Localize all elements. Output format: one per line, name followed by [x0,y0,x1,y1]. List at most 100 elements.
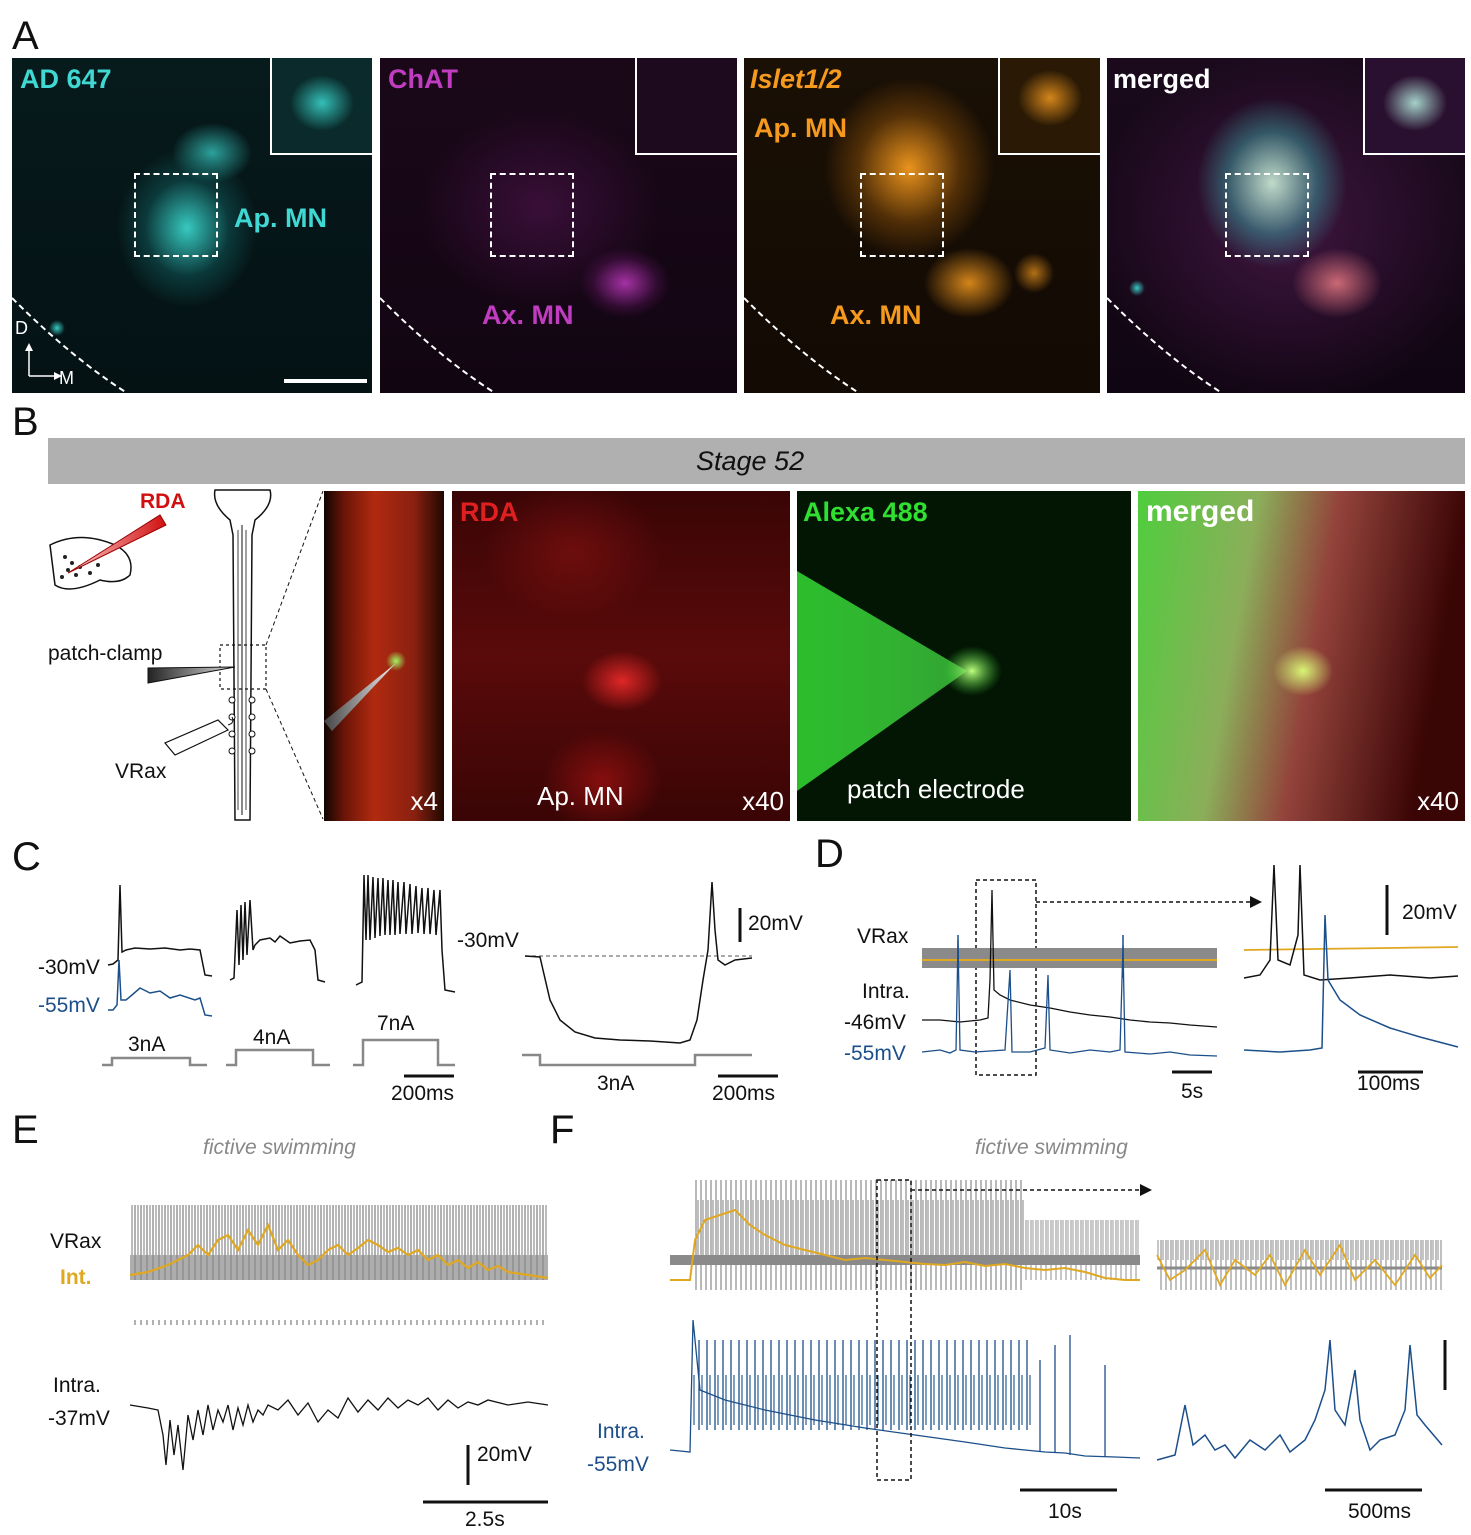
trace-7na [355,874,456,993]
e-vrax-label: VRax [50,1230,102,1253]
channel-label: Islet1/2 [750,64,842,94]
cell-label: Ap. MN [234,203,327,233]
f-int-zoom [1156,1243,1443,1287]
rda-label: RDA [140,490,186,513]
panel-d-traces [921,864,1459,1076]
patch-clamp-label: patch-clamp [48,642,163,665]
f-intra-baseline [669,1319,1141,1459]
f-intra-zoom [1156,1339,1443,1461]
c-right-v-label: -30mV [457,929,519,952]
inset-chat [635,58,737,155]
channel-label: merged [1113,64,1211,94]
c-v1-label: -30mV [38,956,100,979]
axis-d-label: D [15,318,28,338]
c-scale-time: 200ms [391,1082,455,1105]
cell-label: Ax. MN [482,300,574,330]
c-scale-v: 20mV [748,912,803,935]
panel-letter-f: F [550,1108,575,1152]
f-vrax-band [695,1180,1025,1310]
e-title: fictive swimming [203,1136,356,1159]
micrograph-rda: RDA Ap. MN x40 [452,491,790,821]
d-v1-label: -46mV [844,1011,906,1034]
micrograph-islet: Islet1/2 Ap. MN Ax. MN [744,58,1100,393]
c-current-3: 7nA [377,1012,415,1035]
e-v-label: -37mV [48,1407,110,1430]
f-intra-label: Intra. [597,1420,645,1443]
step-4na [226,1048,330,1067]
e-scale-v: 20mV [477,1443,532,1466]
micrograph-merged-a: merged [1107,58,1465,393]
roi-box [490,173,574,257]
inset-merged [1363,58,1465,155]
e-intra-trace [129,1396,549,1471]
e-intra-label: Intra. [53,1374,101,1397]
d-black-zoom [1243,864,1459,981]
tissue-border [744,297,860,393]
e-int-label: Int. [60,1266,92,1289]
f-int-trace [670,1208,1140,1281]
micrograph-chat: ChAT Ax. MN [380,58,737,393]
panel-c-traces [102,874,778,1078]
step-3na [102,1056,207,1067]
image-label: RDA [460,497,519,527]
inset-ad647 [270,58,372,155]
f-scale-t1: 10s [1048,1500,1082,1523]
d-scale-t2: 100ms [1357,1072,1421,1095]
micrograph-merged-b: merged x40 [1138,491,1465,821]
channel-label: AD 647 [20,64,112,94]
d-black-trace [922,889,1218,1028]
f-v-label: -55mV [587,1453,649,1476]
c-right-time: 200ms [712,1082,776,1105]
c-current-1: 3nA [128,1033,166,1056]
panel-letter-a: A [12,14,39,58]
micrograph-x4: x4 [324,491,444,821]
image-caption: patch electrode [847,774,1025,804]
axis-m-label: M [59,368,74,388]
patch-pipette-x4 [324,663,396,731]
image-caption: Ap. MN [537,781,624,811]
trace-3na-blue [108,959,213,1017]
f-intra-band [693,1320,1033,1455]
inset-islet [998,58,1100,155]
tissue-border [1107,297,1223,393]
e-scale-t: 2.5s [465,1508,505,1531]
d-v2-label: -55mV [844,1042,906,1065]
micrograph-alexa488: Alexa 488 patch electrode [797,491,1131,821]
f-scale-t2: 500ms [1348,1500,1412,1523]
tadpole-schematic [49,489,324,821]
d-blue-zoom [1243,914,1459,1053]
d-intra-label: Intra. [862,980,910,1003]
magnification-label: x40 [742,786,784,816]
vrax-label: VRax [115,760,167,783]
step-7na [353,1038,455,1067]
panel-f-traces [669,1179,1447,1492]
tissue-border [12,297,367,393]
cell-label-top: Ap. MN [754,113,847,143]
step-3na-right [522,1053,752,1067]
roi-box [134,173,218,257]
panel-letter-c: C [12,835,41,879]
roi-box [860,173,944,257]
f-title: fictive swimming [975,1136,1128,1159]
tissue-border [380,297,496,393]
magnification-label: x40 [1417,786,1459,816]
d-scale-t1: 5s [1181,1080,1204,1103]
c-right-current: 3nA [597,1072,635,1095]
c-v2-label: -55mV [38,994,100,1017]
d-blue-trace [921,939,1218,1057]
trace-3na-black [107,884,213,977]
magnification-label: x4 [410,786,438,816]
stage-label: Stage 52 [696,446,805,476]
e-int-trace [129,1222,549,1280]
c-current-2: 4nA [253,1026,291,1049]
panel-letter-d: D [815,832,844,876]
d-gold-zoom [1243,946,1459,951]
image-label: Alexa 488 [803,497,928,527]
micrograph-ad647: AD 647 Ap. MN D M [12,58,372,393]
channel-label: ChAT [388,64,458,94]
d-vrax-label: VRax [857,925,909,948]
cell-label-bottom: Ax. MN [830,300,922,330]
electrode-fluorescence [797,571,1002,791]
trace-4na [229,899,326,983]
image-label: merged [1146,495,1255,528]
